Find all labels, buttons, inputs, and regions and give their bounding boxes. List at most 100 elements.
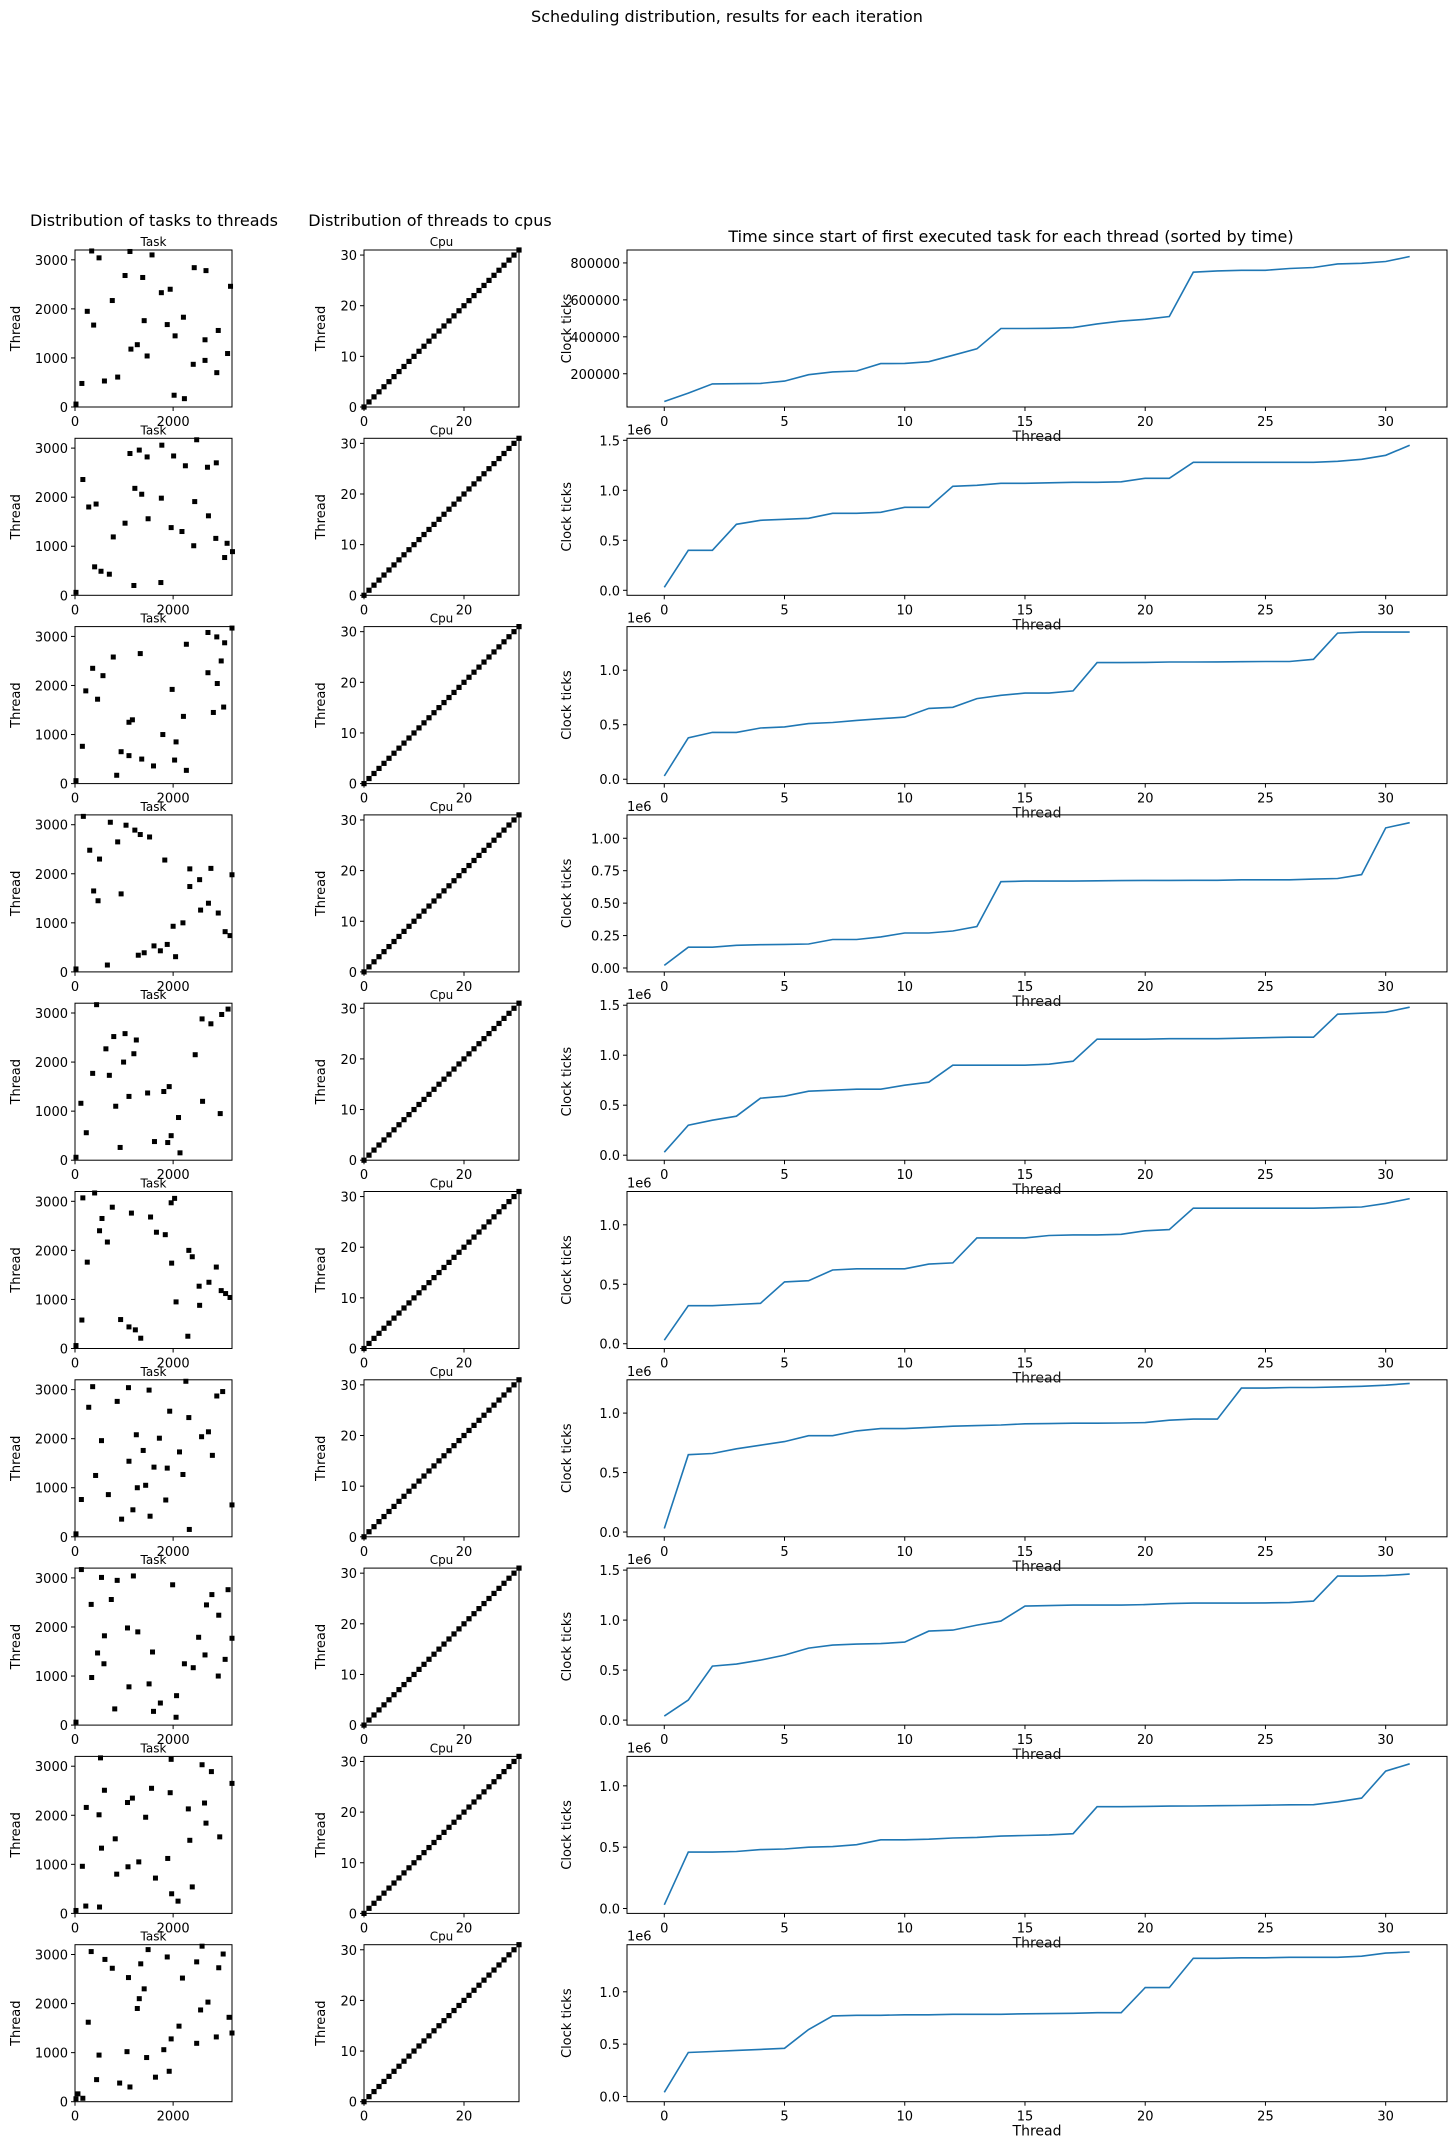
x-tick-label: 5 [780,1921,788,1936]
y-axis-label: Clock ticks [560,1235,575,1305]
task-marker [103,1046,109,1052]
y-tick-label: 0 [349,966,357,981]
x-tick-label: 5 [780,980,788,995]
task-marker [100,673,106,679]
task-plot-title: Task [140,423,167,437]
task-marker [176,1115,182,1121]
y-axis-label: Clock ticks [560,858,575,928]
y-tick-label: 1.0 [599,1986,620,2001]
task-marker [196,1634,202,1640]
x-tick-label: 30 [1377,1921,1394,1936]
task-marker [223,1291,229,1297]
task-marker [222,555,228,561]
cpu-marker [496,267,502,273]
task-marker [166,2068,172,2074]
cpu-marker [481,1600,487,1607]
cpu-marker [421,1096,427,1103]
cpu-marker [486,654,492,660]
cpu-marker [371,1900,377,1906]
time-series-line [663,1382,1410,1529]
task-marker [187,1837,193,1843]
y-tick-label: 0.0 [599,773,620,788]
task-marker [208,1021,214,1027]
y-tick-label: 1000 [35,1482,68,1497]
y-tick-label: 0 [349,2096,357,2111]
cpu-marker [391,374,397,380]
task-marker [168,1133,174,1139]
task-marker [138,1961,144,1967]
cpu-marker [466,1804,472,1810]
cpu-marker [386,2073,392,2079]
cpu-marker [376,954,382,960]
cpu-plot-frame [363,437,520,596]
cpu-marker [461,1056,467,1062]
y-axis-label: Thread [9,494,24,540]
task-marker [96,255,102,261]
task-marker [220,1951,226,1957]
x-tick-label: 2000 [157,1545,190,1560]
cpu-marker [411,1106,417,1113]
task-marker [114,1871,120,1877]
cpu-marker [376,1895,382,1901]
cpu-marker [456,873,462,879]
task-marker [93,501,99,507]
task-plot-title: Task [140,235,167,249]
y-axis-label: Thread [314,682,329,728]
task-marker [102,1956,108,1962]
cpu-marker [381,1137,387,1143]
task-marker [117,1144,123,1150]
cpu-marker [506,1199,512,1205]
cpu-marker [441,699,447,706]
task-marker [127,2084,133,2090]
cpu-plot-title: Cpu [430,1553,454,1567]
task-marker [151,1139,157,1145]
task-marker [101,1633,107,1639]
x-tick-label: 20 [1137,1921,1154,1936]
cpu-marker [421,1661,427,1667]
x-tick-label: 20 [1137,1168,1154,1183]
y-tick-label: 1.0 [599,484,620,499]
cpu-marker [431,1651,437,1657]
y-tick-label: 0.0 [599,2090,620,2105]
task-marker [210,709,216,715]
task-marker [187,884,193,890]
task-marker [80,477,86,483]
y-tick-label: 1.5 [599,1564,620,1579]
task-marker [222,1656,228,1662]
task-marker [90,665,96,671]
task-marker [168,525,174,531]
task-marker [215,1673,221,1679]
task-marker [90,1384,96,1390]
cpu-marker [396,1122,402,1128]
x-axis-label: Thread [1012,617,1062,633]
task-marker [133,1037,139,1043]
x-tick-label: 15 [1017,415,1034,430]
cpu-marker [491,1779,497,1785]
task-marker [205,1999,211,2005]
task-plot-frame [74,1379,233,1538]
y-tick-label: 2000 [35,1433,68,1448]
task-marker [106,1072,112,1078]
cpu-marker [386,1508,392,1515]
task-marker [171,453,177,459]
cpu-marker [456,308,462,314]
cpu-plot-frame [363,249,520,408]
y-axis-label: Thread [9,1436,24,1482]
task-marker [191,265,197,271]
cpu-marker [366,1340,372,1347]
cpu-marker [471,1234,477,1240]
task-marker [108,1597,114,1602]
task-marker [139,491,145,497]
cpu-marker [411,1860,417,1866]
cpu-marker [401,1493,407,1499]
cpu-marker [441,888,447,894]
task-marker [199,1943,205,1949]
cpu-marker [461,1621,467,1627]
y-tick-label: 0.5 [599,1467,620,1482]
y-axis-label: Thread [314,1059,329,1105]
x-tick-label: 25 [1257,1733,1274,1748]
cpu-marker [466,1992,472,1998]
cpu-marker [391,562,397,568]
y-tick-label: 800000 [570,257,620,272]
